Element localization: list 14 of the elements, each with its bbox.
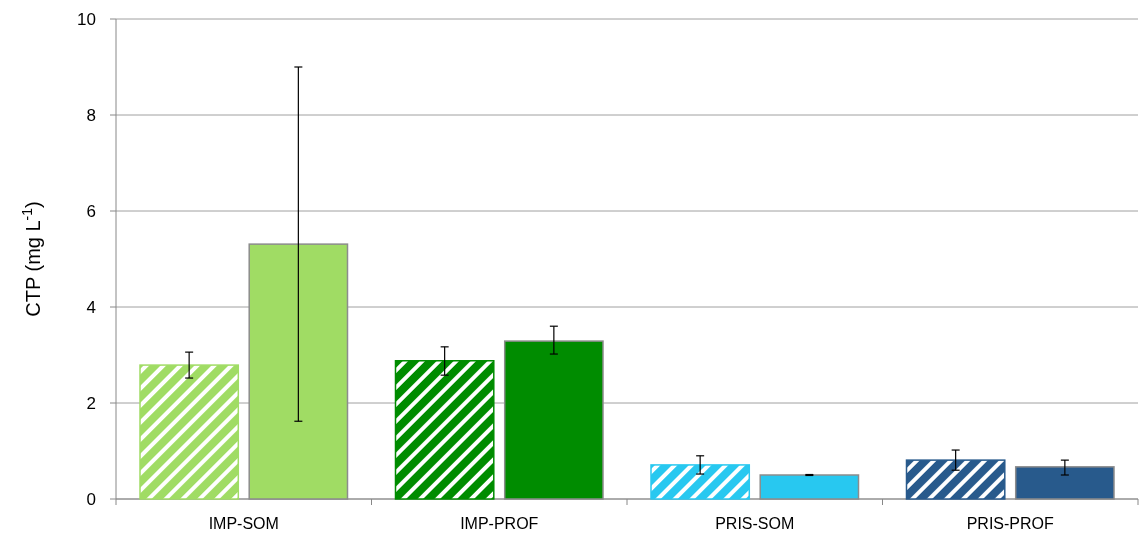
- bar: [139, 364, 240, 500]
- x-tick-label: IMP-PROF: [460, 515, 539, 532]
- y-tick-label: 8: [86, 105, 96, 125]
- y-tick-label: 6: [86, 201, 96, 221]
- y-tick-label: 0: [86, 489, 96, 509]
- x-tick-label: PRIS-PROF: [966, 515, 1055, 532]
- y-tick-label: 10: [77, 9, 96, 29]
- bar: [650, 464, 751, 500]
- x-tick-label: IMP-SOM: [208, 515, 279, 532]
- x-tick-label: PRIS-SOM: [715, 515, 795, 532]
- bar: [394, 360, 495, 500]
- y-tick-label: 2: [86, 393, 96, 413]
- y-tick-label: 4: [86, 297, 96, 317]
- bar: [905, 459, 1006, 500]
